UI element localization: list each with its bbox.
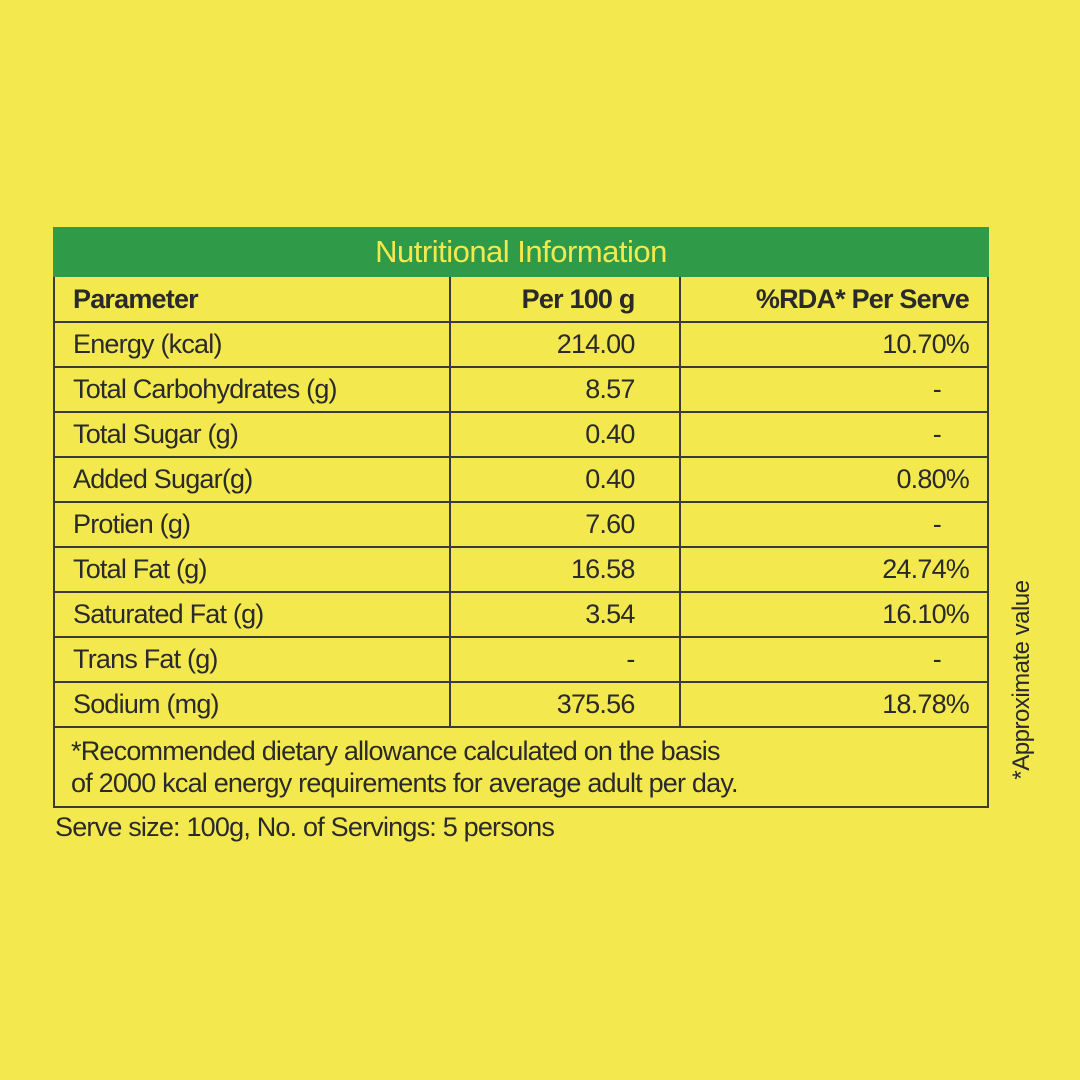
table-row: Sodium (mg) 375.56 18.78% [52,681,990,728]
cell-rda: 18.78% [678,681,990,728]
table-row: Total Fat (g) 16.58 24.74% [52,546,990,593]
table-row: Added Sugar(g) 0.40 0.80% [52,456,990,503]
cell-parameter: Sodium (mg) [52,681,452,728]
cell-per-100g: - [449,636,681,683]
panel-title: Nutritional Information [53,227,989,277]
footnote-row: *Recommended dietary allowance calculate… [53,726,989,808]
cell-rda: 0.80% [678,456,990,503]
header-rda: %RDA* Per Serve [678,277,990,323]
cell-parameter: Total Fat (g) [52,546,452,593]
cell-per-100g: 7.60 [449,501,681,548]
cell-parameter: Energy (kcal) [52,321,452,368]
approximate-value-note: *Approximate value [1008,580,1035,780]
cell-per-100g: 0.40 [449,411,681,458]
table-row: Trans Fat (g) - - [52,636,990,683]
header-per-100g: Per 100 g [449,277,681,323]
table-row: Saturated Fat (g) 3.54 16.10% [52,591,990,638]
cell-rda: 24.74% [678,546,990,593]
table-row: Total Carbohydrates (g) 8.57 - [52,366,990,413]
cell-rda: - [678,411,990,458]
cell-rda: 10.70% [678,321,990,368]
serve-size-info: Serve size: 100g, No. of Servings: 5 per… [55,812,555,842]
cell-per-100g: 375.56 [449,681,681,728]
cell-rda: - [678,366,990,413]
table-row: Total Sugar (g) 0.40 - [52,411,990,458]
cell-parameter: Protien (g) [52,501,452,548]
nutrition-table: Parameter Per 100 g %RDA* Per Serve Ener… [52,277,990,808]
cell-per-100g: 8.57 [449,366,681,413]
cell-parameter: Total Carbohydrates (g) [52,366,452,413]
cell-parameter: Total Sugar (g) [52,411,452,458]
footnote-line-1: *Recommended dietary allowance calculate… [71,736,721,766]
table-row: Energy (kcal) 214.00 10.70% [52,321,990,368]
table-row: Protien (g) 7.60 - [52,501,990,548]
cell-parameter: Saturated Fat (g) [52,591,452,638]
table-header-row: Parameter Per 100 g %RDA* Per Serve [52,277,990,323]
header-parameter: Parameter [52,277,452,323]
cell-parameter: Trans Fat (g) [52,636,452,683]
cell-rda: - [678,636,990,683]
cell-per-100g: 16.58 [449,546,681,593]
cell-rda: - [678,501,990,548]
cell-per-100g: 3.54 [449,591,681,638]
cell-parameter: Added Sugar(g) [52,456,452,503]
cell-per-100g: 214.00 [449,321,681,368]
footnote: *Recommended dietary allowance calculate… [53,726,989,808]
cell-per-100g: 0.40 [449,456,681,503]
cell-rda: 16.10% [678,591,990,638]
footnote-line-2: of 2000 kcal energy requirements for ave… [71,768,739,798]
nutrition-panel: Nutritional Information Parameter Per 10… [52,227,990,808]
